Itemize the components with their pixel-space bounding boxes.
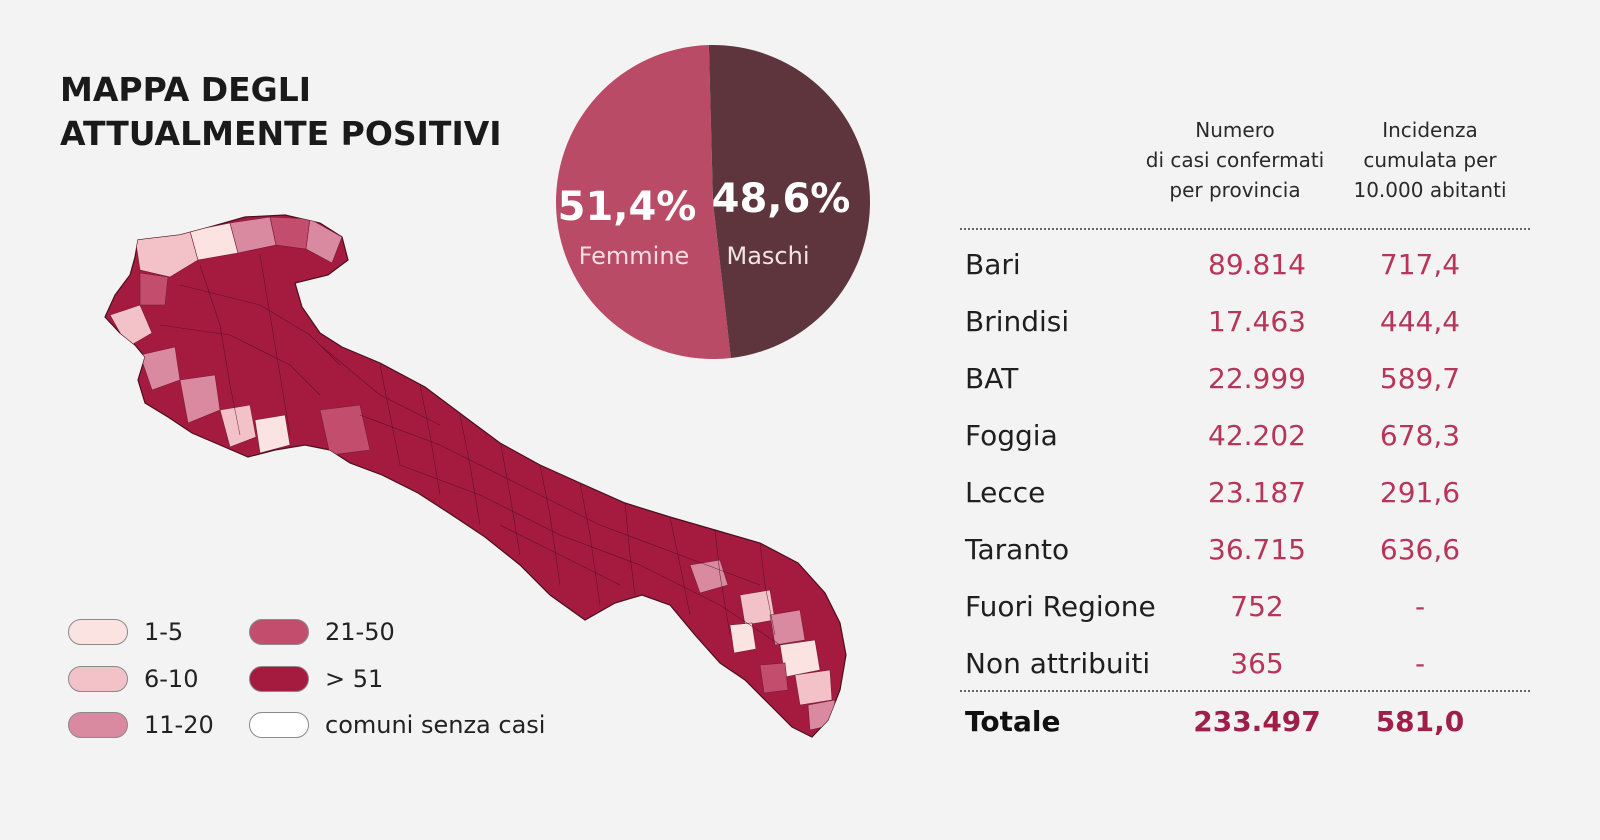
cases-value: 36.715 xyxy=(1208,533,1306,566)
incidence-value: - xyxy=(1414,590,1426,623)
total-incidence-value: 581,0 xyxy=(1375,705,1465,738)
province-name: Foggia xyxy=(965,419,1058,452)
puglia-region xyxy=(104,214,847,738)
page-title: MAPPA DEGLI ATTUALMENTE POSITIVI xyxy=(60,68,502,156)
pie-slice-female xyxy=(556,45,731,359)
legend-item: comuni senza casi xyxy=(249,705,545,745)
legend-item: 1-5 xyxy=(68,612,183,652)
table-row: BAT 22.999 589,7 xyxy=(960,350,1540,407)
legend-item: 6-10 xyxy=(68,659,198,699)
cases-value: 752 xyxy=(1230,590,1284,623)
incidence-value: 589,7 xyxy=(1379,362,1461,395)
legend-label: > 51 xyxy=(325,665,384,693)
legend-label: 21-50 xyxy=(325,618,395,646)
province-name: Fuori Regione xyxy=(965,590,1156,623)
province-name: Lecce xyxy=(965,476,1046,509)
incidence-value: 636,6 xyxy=(1379,533,1461,566)
province-name: Non attribuiti xyxy=(965,647,1151,680)
title-line-1: MAPPA DEGLI xyxy=(60,70,312,109)
legend-swatch xyxy=(68,666,128,692)
cases-value: 22.999 xyxy=(1208,362,1306,395)
table-row: Fuori Regione 752 - xyxy=(960,578,1540,635)
map-municipalities xyxy=(109,216,836,731)
cases-value: 42.202 xyxy=(1208,419,1306,452)
male-percentage: 48,6% xyxy=(712,176,851,222)
total-label: Totale xyxy=(965,705,1061,738)
table-row: Brindisi 17.463 444,4 xyxy=(960,293,1540,350)
column-header-incidence: Incidenza cumulata per 10.000 abitanti xyxy=(1353,118,1507,202)
cases-value: 17.463 xyxy=(1208,305,1306,338)
legend-swatch xyxy=(249,712,309,738)
map-legend: 1-5 6-10 11-20 21-50 > 51 comuni senza c… xyxy=(68,612,588,752)
total-cases-value: 233.497 xyxy=(1193,705,1321,738)
legend-label: 1-5 xyxy=(144,618,184,646)
table-row: Bari 89.814 717,4 xyxy=(960,236,1540,293)
gender-pie-chart: 51,4% Femmine 48,6% Maschi xyxy=(556,44,871,359)
legend-swatch xyxy=(249,619,309,645)
table-total-row: Totale 233.497 581,0 xyxy=(960,693,1540,750)
province-name: Brindisi xyxy=(965,305,1070,338)
male-label: Maschi xyxy=(727,242,810,270)
province-name: Taranto xyxy=(965,533,1070,566)
legend-item: 11-20 xyxy=(68,705,214,745)
table-row: Foggia 42.202 678,3 xyxy=(960,407,1540,464)
pie-slice-male xyxy=(708,44,871,358)
incidence-value: 291,6 xyxy=(1379,476,1461,509)
header-divider xyxy=(960,228,1530,230)
incidence-value: 717,4 xyxy=(1379,248,1461,281)
incidence-value: 678,3 xyxy=(1379,419,1461,452)
incidence-value: 444,4 xyxy=(1379,305,1461,338)
cases-value: 365 xyxy=(1230,647,1284,680)
province-name: BAT xyxy=(965,362,1019,395)
legend-label: 11-20 xyxy=(144,711,214,739)
legend-swatch xyxy=(68,712,128,738)
cases-value: 89.814 xyxy=(1208,248,1306,281)
incidence-value: - xyxy=(1414,647,1426,680)
legend-label: 6-10 xyxy=(144,665,199,693)
female-label: Femmine xyxy=(579,242,690,270)
title-line-2: ATTUALMENTE POSITIVI xyxy=(60,114,502,153)
legend-swatch xyxy=(68,619,128,645)
total-divider xyxy=(960,690,1530,692)
cases-value: 23.187 xyxy=(1208,476,1306,509)
legend-swatch xyxy=(249,666,309,692)
table-row: Taranto 36.715 636,6 xyxy=(960,521,1540,578)
legend-label: comuni senza casi xyxy=(325,711,546,739)
column-header-cases: Numero di casi confermati per provincia xyxy=(1145,118,1325,202)
legend-item: > 51 xyxy=(249,659,383,699)
female-percentage: 51,4% xyxy=(558,184,697,230)
table-row: Non attribuiti 365 - xyxy=(960,635,1540,692)
puglia-map xyxy=(104,214,847,738)
legend-item: 21-50 xyxy=(249,612,395,652)
table-row: Lecce 23.187 291,6 xyxy=(960,464,1540,521)
province-name: Bari xyxy=(965,248,1021,281)
